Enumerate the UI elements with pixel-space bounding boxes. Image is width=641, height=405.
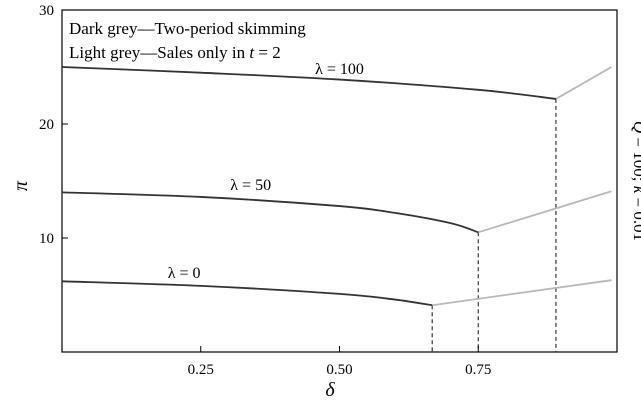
legend-light-suffix: = 2 <box>254 43 281 62</box>
param-k-value: = 0.01 <box>630 193 641 241</box>
x-tick-label: 0.50 <box>326 362 352 378</box>
series-2-label: λ = 50 <box>230 177 271 194</box>
series-3-light-line <box>432 279 612 307</box>
param-q-value: = 100; <box>630 133 641 186</box>
tick-marks <box>62 9 479 352</box>
series-2-light-line <box>477 190 612 234</box>
param-q-var: Q <box>630 121 641 133</box>
series-2-dark-line <box>61 191 479 234</box>
series-1-light-line <box>555 66 612 100</box>
series-1-dark-line <box>61 66 557 100</box>
series-labels: λ = 100 λ = 50 λ = 0 <box>168 61 364 282</box>
param-k-var: k <box>630 186 641 194</box>
cutoff-lines <box>431 98 557 352</box>
x-tick-label: 0.75 <box>465 362 491 378</box>
parameter-note: Q = 100; k = 0.01 <box>630 121 641 241</box>
series-3-dark-line <box>61 280 433 307</box>
legend-light-entry: Light grey—Sales only in t = 2 <box>69 43 281 62</box>
series-1-label: λ = 100 <box>315 61 364 78</box>
legend-light-prefix: Light grey—Sales only in <box>69 43 249 62</box>
series-3-label: λ = 0 <box>168 265 201 282</box>
legend-light-var: t <box>249 43 255 62</box>
x-tick-label: 0.25 <box>188 362 214 378</box>
legend: Dark grey—Two-period skimming Light grey… <box>69 19 306 62</box>
series-lines <box>61 66 612 307</box>
y-tick-label: 30 <box>39 3 54 19</box>
legend-dark-entry: Dark grey—Two-period skimming <box>69 19 306 38</box>
x-axis-label: δ <box>325 379 335 401</box>
y-axis-label: π <box>10 180 32 191</box>
tick-labels: 0.25 0.50 0.75 10 20 30 <box>39 3 491 378</box>
y-tick-label: 10 <box>39 231 54 247</box>
y-tick-label: 20 <box>39 117 54 133</box>
